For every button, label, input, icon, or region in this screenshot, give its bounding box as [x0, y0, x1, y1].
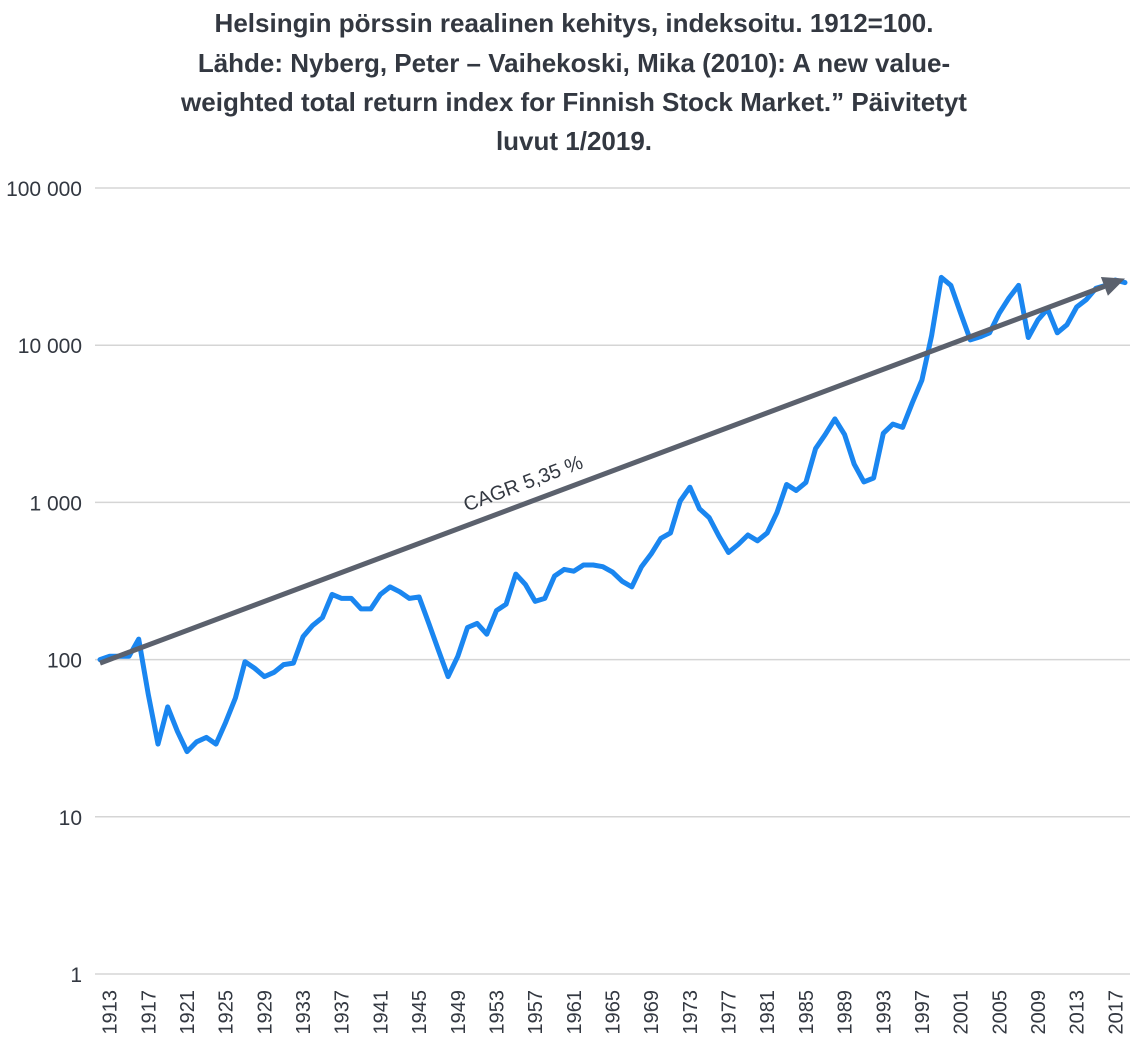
x-tick-label: 1937	[332, 990, 354, 1035]
x-tick-label: 1961	[564, 990, 586, 1035]
y-tick-label: 100	[47, 650, 82, 673]
gridlines	[95, 187, 1130, 975]
chart-title: Helsingin pörssin reaalinen kehitys, ind…	[180, 8, 967, 156]
x-tick-label: 1969	[641, 990, 663, 1035]
x-tick-label: 1989	[835, 990, 857, 1035]
trendline-layer: CAGR 5,35 %	[99, 277, 1125, 666]
y-tick-label: 1	[70, 964, 82, 987]
chart-title-line-3: weighted total return index for Finnish …	[180, 87, 967, 117]
chart-title-line-4: luvut 1/2019.	[496, 126, 652, 156]
x-axis-labels: 1913 1917 1921 1925 1929 1933 1937 1941 1945 1949…	[100, 990, 1128, 1035]
x-tick-label: 1957	[525, 990, 547, 1035]
x-tick-label: 1977	[719, 990, 741, 1035]
series-layer	[97, 274, 1128, 755]
y-tick-label: 10	[59, 807, 82, 830]
x-tick-label: 1965	[603, 990, 625, 1035]
x-tick-label: 1949	[448, 990, 470, 1035]
x-tick-label: 1953	[486, 990, 508, 1035]
x-tick-label: 1997	[912, 990, 934, 1035]
y-axis-labels: 1 10 100 1 000 10 000 100 000	[6, 178, 82, 987]
x-tick-label: 1993	[873, 990, 895, 1035]
x-tick-label: 1981	[757, 990, 779, 1035]
x-tick-label: 1933	[293, 990, 315, 1035]
x-tick-label: 2005	[989, 990, 1011, 1035]
trendline-arrowhead	[1100, 277, 1125, 296]
x-tick-label: 1913	[100, 990, 122, 1035]
x-tick-label: 2013	[1067, 990, 1089, 1035]
x-tick-label: 2009	[1028, 990, 1050, 1035]
x-tick-label: 1921	[177, 990, 199, 1035]
y-tick-label: 10 000	[18, 335, 82, 358]
x-tick-label: 1985	[796, 990, 818, 1035]
x-tick-label: 1945	[409, 990, 431, 1035]
trendline	[99, 284, 1106, 666]
x-tick-label: 2017	[1105, 990, 1127, 1035]
x-tick-label: 1925	[216, 990, 238, 1035]
x-tick-label: 2001	[951, 990, 973, 1035]
x-tick-label: 1917	[138, 990, 160, 1035]
x-tick-label: 1973	[680, 990, 702, 1035]
y-tick-label: 100 000	[6, 178, 82, 201]
x-tick-label: 1941	[370, 990, 392, 1035]
x-tick-label: 1929	[254, 990, 276, 1035]
chart-title-line-2: Lähde: Nyberg, Peter – Vaihekoski, Mika …	[198, 48, 950, 78]
chart-title-line-1: Helsingin pörssin reaalinen kehitys, ind…	[215, 8, 934, 38]
y-tick-label: 1 000	[29, 492, 82, 515]
series-line-0	[97, 274, 1128, 755]
